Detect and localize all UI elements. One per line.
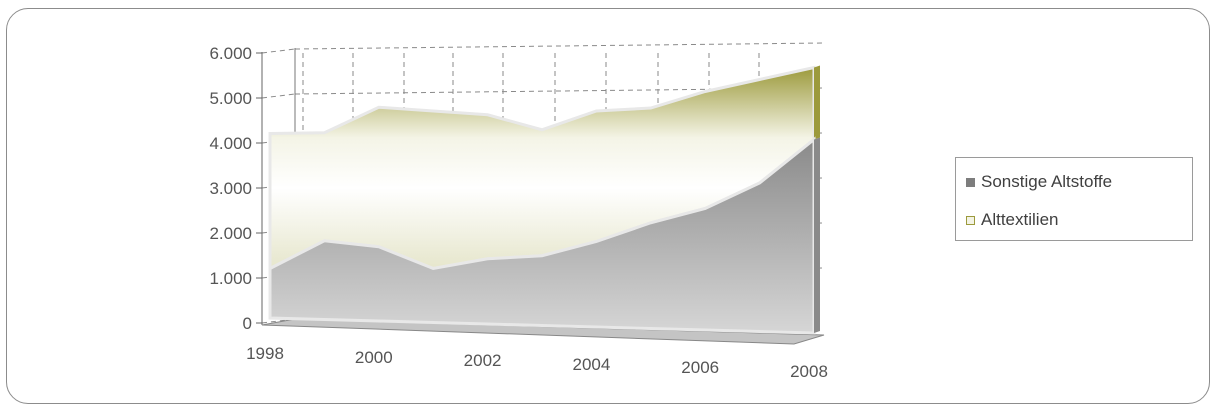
area-sonstige-altstoffe-side: [814, 137, 820, 333]
legend-label-alttextilien: Alttextilien: [981, 210, 1059, 229]
x-axis-ticks: 1998 2000 2002 2004 2006 2008: [246, 344, 828, 381]
x-tick-label: 2004: [572, 355, 610, 374]
gridline-horizontal: [294, 42, 825, 50]
x-tick-label: 2006: [681, 358, 719, 377]
legend-swatch-alttextilien: [966, 215, 975, 225]
y-tick-label: 4.000: [209, 134, 252, 153]
gridline-diagonal: [261, 48, 296, 54]
area-alttextilien-side: [814, 65, 820, 140]
y-tick-label: 2.000: [209, 224, 252, 243]
y-tick-label: 0: [243, 314, 252, 333]
y-tick-label: 6.000: [209, 44, 252, 63]
y-tick-label: 1.000: [209, 269, 252, 288]
legend: Sonstige Altstoffe Alttextilien: [955, 157, 1193, 241]
legend-item-sonstige-altstoffe: Sonstige Altstoffe: [966, 172, 1112, 192]
x-tick-label: 2000: [355, 348, 393, 367]
x-tick-label: 1998: [246, 344, 284, 363]
y-tick-label: 5.000: [209, 89, 252, 108]
plot-area: [268, 65, 820, 335]
legend-swatch-sonstige-altstoffe: [966, 177, 975, 187]
floor: [261, 318, 825, 345]
gridline-diagonal: [261, 93, 296, 99]
x-tick-label: 2008: [790, 362, 828, 381]
x-tick-label: 2002: [464, 351, 502, 370]
gridline-horizontal: [294, 87, 825, 95]
legend-item-alttextilien: Alttextilien: [966, 210, 1058, 230]
legend-label-sonstige-altstoffe: Sonstige Altstoffe: [981, 172, 1113, 191]
y-tick-label: 3.000: [209, 179, 252, 198]
y-axis-ticks: 0 1.000 2.000 3.000 4.000 5.000 6.000: [209, 44, 252, 333]
